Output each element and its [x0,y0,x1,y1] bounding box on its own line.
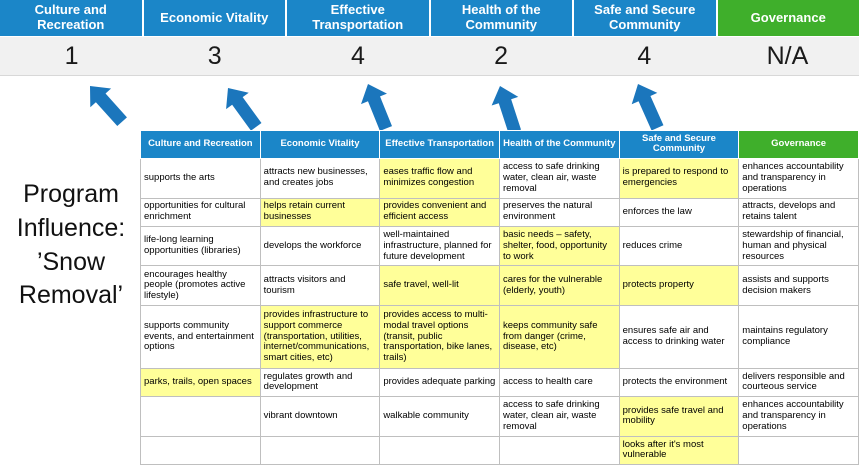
influence-cell: access to health care [498,367,620,398]
influence-cell: opportunities for cultural enrichment [140,197,261,227]
table-header: Safe and Secure Community [618,130,740,159]
table-row: life-long learning opportunities (librar… [140,225,859,267]
influence-cell: develops the workforce [259,225,381,267]
influence-cell [140,396,261,437]
influence-cell: attracts, develops and retains talent [738,197,859,227]
table-header: Economic Vitality [259,130,381,159]
banner-health-community: Health of the Community [430,0,574,36]
influence-cell: enhances accountability and transparency… [738,157,859,199]
banner-governance: Governance [717,0,859,36]
influence-cell: attracts new businesses, and creates job… [259,157,381,199]
influence-cell-highlighted: protects property [618,265,740,307]
table-row: encourages healthy people (promotes acti… [140,265,859,307]
score-safe-secure-community: 4 [637,41,652,70]
influence-cell [259,435,381,465]
influence-cell: reduces crime [618,225,740,267]
influence-cell-highlighted: provides convenient and efficient access [379,197,500,227]
influence-cell: attracts visitors and tourism [259,265,381,307]
table-header: Culture and Recreation [140,130,261,159]
influence-cell: assists and supports decision makers [738,265,859,307]
up-arrow-icon [361,84,393,131]
influence-cell-highlighted: safe travel, well-lit [379,265,500,307]
influence-cell [738,435,859,465]
category-banner: Culture and Recreation Economic Vitality… [0,0,859,36]
influence-cell-highlighted: is prepared to respond to emergencies [618,157,740,199]
influence-cell: regulates growth and development [259,367,381,398]
table-row: parks, trails, open spaces regulates grow… [140,367,859,398]
up-arrow-icon [631,84,664,131]
influence-cell: walkable community [379,396,500,437]
influence-table: Culture and Recreation Economic Vitality E… [140,130,859,465]
influence-cell: maintains regulatory compliance [738,305,859,369]
influence-cell: encourages healthy people (promotes acti… [140,265,261,307]
influence-cell: vibrant downtown [259,396,381,437]
influence-cell-highlighted: provides access to multi-modal travel op… [379,305,500,369]
score-effective-transportation: 4 [350,41,365,70]
banner-effective-transportation: Effective Transportation [287,0,431,36]
influence-cell-highlighted: helps retain current businesses [259,197,381,227]
table-row: vibrant downtown walkable community access… [140,396,859,437]
influence-cell-highlighted: provides infrastructure to support comme… [259,305,381,369]
influence-cell: delivers responsible and courteous servi… [738,367,859,398]
table-header: Effective Transportation [379,130,500,159]
influence-cell: provides adequate parking [379,367,500,398]
up-arrow-icon [491,86,522,134]
table-row: supports community events, and entertain… [140,305,859,369]
up-arrow-icon [90,86,127,127]
table-header: Governance [738,130,859,159]
influence-cell-highlighted: keeps community safe from danger (crime,… [498,305,620,369]
influence-cell: access to safe drinking water, clean air… [498,396,620,437]
score-culture-recreation: 1 [64,41,79,70]
influence-cell: protects the environment [618,367,740,398]
table-row: supports the arts attracts new businesses… [140,157,859,199]
banner-economic-vitality: Economic Vitality [143,0,287,36]
banner-safe-secure-community: Safe and Secure Community [574,0,718,36]
influence-cell: ensures safe air and access to drinking … [618,305,740,369]
table-header: Health of the Community [498,130,620,159]
score-governance: N/A [766,41,809,70]
influence-cell: supports community events, and entertain… [140,305,261,369]
influence-cell-highlighted: looks after it's most vulnerable [618,435,740,465]
influence-cell-highlighted: parks, trails, open spaces [140,367,261,398]
table-row: looks after it's most vulnerable [140,435,859,465]
banner-culture-recreation: Culture and Recreation [0,0,144,36]
influence-cell: stewardship of financial, human and phys… [738,225,859,267]
influence-cell: supports the arts [140,157,261,199]
score-health-community: 2 [494,41,509,70]
table-header-row: Culture and Recreation Economic Vitality E… [140,130,859,159]
influence-cell [379,435,500,465]
influence-cell-highlighted: eases traffic flow and minimizes congest… [379,157,500,199]
influence-cell: life-long learning opportunities (librar… [140,225,261,267]
influence-cell: preserves the natural environment [498,197,620,227]
influence-cell: enforces the law [618,197,740,227]
program-title: Program Influence: ’Snow Removal’ [16,180,126,310]
influence-cell: access to safe drinking water, clean air… [498,157,620,199]
influence-cell [140,435,261,465]
up-arrow-icon [226,88,262,131]
score-row: 1 3 4 2 4 N/A [0,36,859,76]
score-economic-vitality: 3 [207,41,222,70]
influence-cell-highlighted: cares for the vulnerable (elderly, youth… [498,265,620,307]
influence-cell-highlighted: provides safe travel and mobility [618,396,740,437]
influence-cell [498,435,620,465]
influence-cell: well-maintained infrastructure, planned … [379,225,500,267]
table-row: opportunities for cultural enrichment hel… [140,197,859,227]
influence-cell-highlighted: basic needs – safety, shelter, food, opp… [498,225,620,267]
influence-cell: enhances accountability and transparency… [738,396,859,437]
score-arrows [90,84,664,134]
